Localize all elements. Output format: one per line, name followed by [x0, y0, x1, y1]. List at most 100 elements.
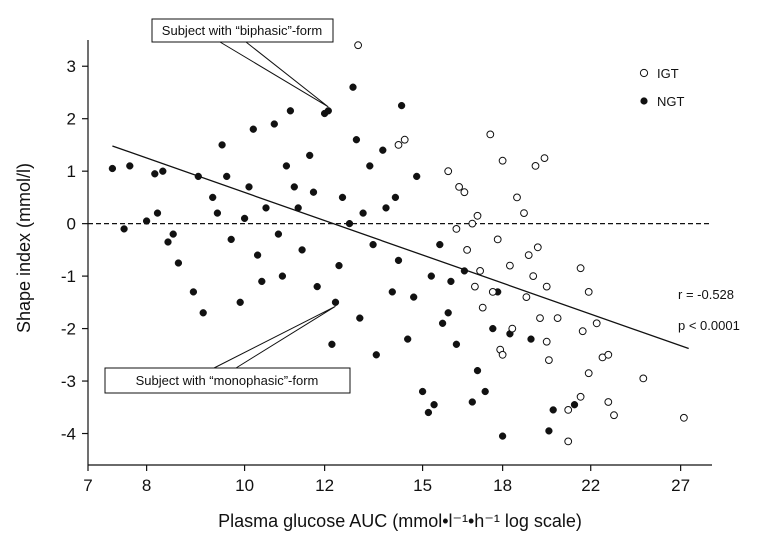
data-point-ngt	[286, 107, 295, 115]
legend-igt-label: IGT	[657, 66, 679, 81]
data-point-igt	[498, 350, 507, 359]
data-point-ngt	[174, 259, 183, 267]
x-tick-label: 8	[142, 476, 151, 495]
y-tick-label: -3	[61, 372, 76, 391]
data-point-igt	[520, 209, 528, 218]
data-point-ngt	[397, 101, 406, 110]
data-point-ngt	[274, 230, 283, 238]
data-point-igt	[473, 211, 482, 220]
data-point-ngt	[404, 335, 412, 343]
data-point-ngt	[249, 125, 257, 133]
data-point-igt	[542, 337, 551, 346]
data-point-igt	[576, 392, 585, 401]
data-point-ngt	[151, 170, 159, 178]
y-tick-label: 3	[67, 57, 76, 76]
data-point-ngt	[394, 256, 403, 265]
data-point-ngt	[290, 183, 298, 191]
data-point-ngt	[345, 219, 354, 228]
data-point-ngt	[209, 193, 217, 202]
y-tick-label: 2	[67, 110, 76, 129]
regression-line	[112, 145, 689, 350]
data-point-ngt	[331, 298, 340, 306]
data-point-ngt	[213, 209, 222, 217]
data-point-ngt	[126, 162, 134, 170]
data-point-ngt	[120, 225, 128, 233]
regression-line-group	[112, 145, 689, 350]
data-point-ngt	[282, 162, 291, 170]
legend-ngt-marker	[640, 97, 648, 105]
x-tick-label: 18	[493, 476, 512, 495]
data-point-ngt	[545, 427, 553, 435]
data-point-ngt	[324, 107, 332, 115]
data-point-ngt	[164, 238, 172, 246]
data-point-ngt	[313, 282, 321, 291]
data-point-igt	[478, 303, 487, 312]
data-point-ngt	[189, 288, 198, 296]
callout-monophasic-box	[104, 367, 351, 394]
legend-ngt-label: NGT	[657, 94, 685, 109]
data-point-igt	[522, 293, 531, 302]
data-point-ngt	[379, 146, 387, 154]
data-point-igt	[524, 251, 533, 260]
data-point-igt	[354, 41, 363, 50]
x-tick-label: 7	[83, 476, 92, 495]
data-point-igt	[476, 267, 485, 275]
data-point-igt	[455, 183, 464, 191]
data-point-igt	[400, 135, 409, 144]
data-point-ngt	[253, 251, 262, 259]
data-point-igt	[540, 154, 549, 163]
data-point-igt	[508, 324, 517, 333]
callout-biphasic-pointer	[219, 41, 329, 108]
data-point-igt	[513, 193, 521, 202]
data-point-ngt	[218, 141, 226, 149]
data-point-igt	[471, 282, 479, 291]
data-point-igt	[564, 437, 573, 446]
data-point-ngt	[527, 335, 535, 343]
data-point-ngt	[549, 406, 557, 414]
data-point-igt	[592, 319, 601, 328]
callout-monophasic: Subject with “monophasic”-form	[104, 305, 351, 394]
data-point-ngt	[438, 319, 447, 327]
data-point-ngt	[262, 204, 270, 212]
data-point-ngt	[366, 162, 374, 170]
data-point-ngt	[498, 432, 507, 440]
data-point-ngt	[468, 398, 476, 406]
correlation-r: r = -0.528	[678, 287, 734, 302]
callout-biphasic-box	[151, 18, 334, 43]
data-point-ngt	[436, 240, 444, 249]
x-tick-label: 22	[581, 476, 600, 495]
data-point-ngt	[227, 235, 235, 244]
data-point-ngt	[410, 293, 418, 301]
data-point-igt	[468, 219, 477, 228]
data-point-igt	[610, 411, 618, 420]
callout-biphasic: Subject with “biphasic”-form	[151, 18, 334, 108]
data-point-igt	[529, 272, 538, 281]
y-axis-title: Shape index (mmol/l)	[14, 163, 34, 333]
data-point-ngt	[489, 324, 497, 333]
data-point-igt	[533, 243, 542, 252]
data-point-igt	[584, 369, 593, 378]
data-point-ngt	[298, 246, 306, 254]
data-point-ngt	[427, 272, 435, 280]
data-point-igt	[493, 235, 502, 244]
x-tick-label: 27	[671, 476, 690, 495]
data-point-ngt	[335, 261, 343, 270]
data-point-ngt	[388, 288, 396, 296]
data-point-ngt	[169, 230, 177, 238]
data-point-ngt	[481, 387, 489, 396]
data-point-igt	[463, 246, 472, 254]
data-point-ngt	[444, 309, 452, 317]
data-point-ngt	[223, 172, 231, 181]
data-point-igt	[542, 282, 551, 291]
data-point-igt	[545, 356, 553, 365]
data-point-igt	[553, 314, 562, 323]
data-point-ngt	[382, 204, 390, 212]
data-point-ngt	[270, 120, 278, 128]
data-point-ngt	[153, 209, 162, 217]
data-point-ngt	[236, 298, 244, 306]
data-point-ngt	[359, 209, 367, 217]
data-point-igt	[394, 141, 403, 149]
data-point-ngt	[369, 240, 377, 249]
data-point-igt	[564, 406, 573, 414]
